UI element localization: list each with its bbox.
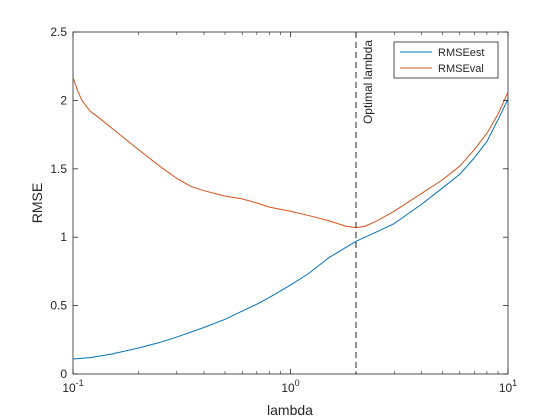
y-tick-label: 0.5: [50, 299, 67, 313]
y-tick-label: 1: [60, 230, 67, 244]
y-tick-label: 1.5: [50, 162, 67, 176]
y-tick-label: 2.5: [50, 25, 67, 39]
series-line-rmseval: [72, 76, 509, 229]
x-tick-label: 10-1: [62, 378, 83, 395]
y-tick-label: 2: [60, 93, 67, 107]
series-layer: [72, 76, 509, 360]
y-tick-label: 0: [60, 367, 67, 381]
optimal-lambda-label: Optimal lambda: [361, 40, 375, 124]
plot-area: [72, 31, 509, 375]
ticks-layer: 10-1 100 101 0 0.5 1 1.5 2 2.5: [50, 25, 517, 395]
x-tick-label: 101: [499, 378, 517, 395]
x-axis-label: lambda: [267, 402, 313, 418]
legend-box: [393, 41, 499, 79]
legend-label-rmseval: RMSEval: [438, 63, 484, 75]
x-tick-label: 100: [281, 378, 299, 395]
y-axis-label: RMSE: [29, 183, 45, 223]
legend: RMSEest RMSEval: [393, 41, 499, 79]
series-line-rmseest: [72, 98, 509, 360]
axes-box: [72, 31, 509, 375]
annotation-layer: Optimal lambda: [355, 32, 375, 374]
legend-label-rmseest: RMSEest: [438, 47, 484, 59]
